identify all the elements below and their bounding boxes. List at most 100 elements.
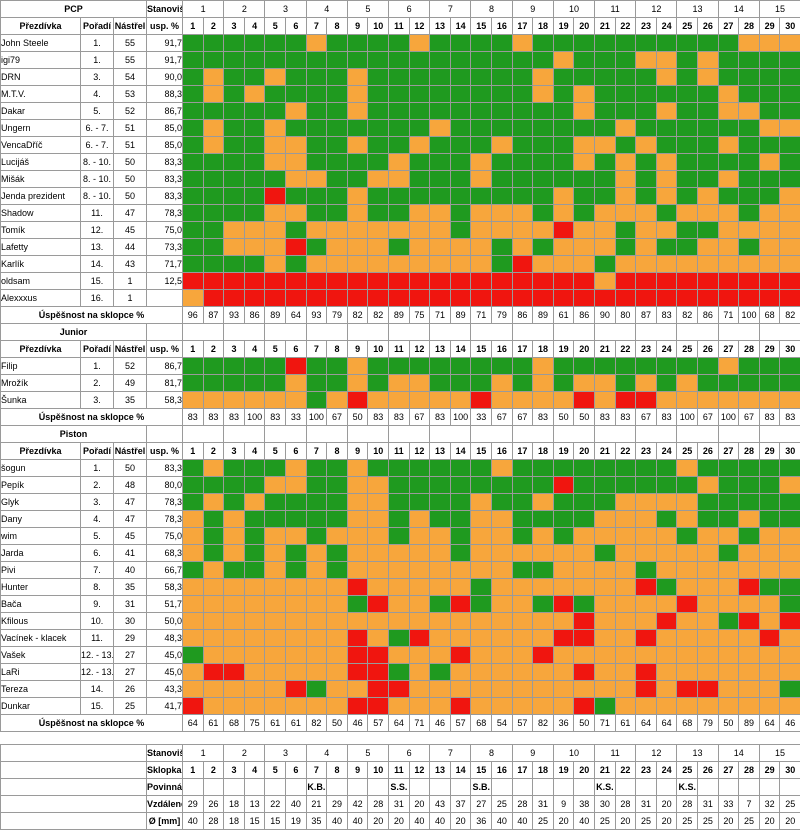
- target-cell: [533, 205, 554, 222]
- player-shots: 27: [114, 664, 147, 681]
- target-cell: [739, 647, 760, 664]
- success-value: 100: [244, 409, 265, 426]
- target-cell: [512, 528, 533, 545]
- target-cell: [759, 613, 780, 630]
- target-cell: [368, 35, 389, 52]
- target-cell: [265, 613, 286, 630]
- target-cell: [636, 137, 657, 154]
- footer-povinna-value: [512, 779, 533, 796]
- sklopka-number: 10: [368, 443, 389, 460]
- target-cell: [615, 171, 636, 188]
- target-cell: [409, 69, 430, 86]
- target-cell: [224, 392, 245, 409]
- empty-cell: [636, 324, 677, 341]
- target-cell: [430, 545, 451, 562]
- empty-cell: [677, 426, 718, 443]
- success-value: 68: [677, 715, 698, 732]
- target-cell: [265, 562, 286, 579]
- player-name: Lucijáš: [1, 154, 81, 171]
- player-shots: 55: [114, 52, 147, 69]
- target-cell: [450, 256, 471, 273]
- target-cell: [698, 69, 719, 86]
- target-cell: [368, 698, 389, 715]
- target-cell: [306, 494, 327, 511]
- target-cell: [306, 273, 327, 290]
- target-cell: [450, 477, 471, 494]
- sklopka-number: 6: [286, 18, 307, 35]
- target-cell: [368, 460, 389, 477]
- target-cell: [574, 477, 595, 494]
- target-cell: [409, 494, 430, 511]
- success-value: 93: [224, 307, 245, 324]
- player-pct: 45,0: [147, 647, 183, 664]
- target-cell: [677, 613, 698, 630]
- target-cell: [224, 358, 245, 375]
- target-cell: [533, 188, 554, 205]
- target-cell: [780, 528, 800, 545]
- footer-stanoviste-number: 11: [595, 745, 636, 762]
- target-cell: [553, 239, 574, 256]
- target-cell: [183, 154, 204, 171]
- player-name: Vašek: [1, 647, 81, 664]
- target-cell: [595, 52, 616, 69]
- target-cell: [780, 613, 800, 630]
- success-value: 86: [244, 307, 265, 324]
- player-name: Pivi: [1, 562, 81, 579]
- target-cell: [430, 460, 451, 477]
- target-cell: [739, 256, 760, 273]
- empty-cell: [1, 813, 147, 830]
- target-cell: [636, 35, 657, 52]
- player-rank: 9.: [81, 596, 114, 613]
- target-cell: [347, 273, 368, 290]
- target-cell: [698, 205, 719, 222]
- target-cell: [430, 35, 451, 52]
- footer-stanoviste-number: 4: [306, 745, 347, 762]
- target-cell: [533, 52, 554, 69]
- target-cell: [203, 562, 224, 579]
- target-cell: [759, 222, 780, 239]
- target-cell: [450, 205, 471, 222]
- target-cell: [203, 358, 224, 375]
- target-cell: [615, 358, 636, 375]
- sklopka-number: 11: [389, 443, 410, 460]
- target-cell: [347, 290, 368, 307]
- target-cell: [636, 154, 657, 171]
- target-cell: [368, 154, 389, 171]
- target-cell: [368, 120, 389, 137]
- target-cell: [450, 103, 471, 120]
- target-cell: [327, 205, 348, 222]
- target-cell: [615, 120, 636, 137]
- target-cell: [595, 511, 616, 528]
- target-cell: [615, 137, 636, 154]
- header-prezdivka: Přezdívka: [1, 18, 81, 35]
- target-cell: [471, 154, 492, 171]
- target-cell: [265, 273, 286, 290]
- target-cell: [286, 494, 307, 511]
- target-cell: [389, 239, 410, 256]
- target-cell: [595, 579, 616, 596]
- footer-sklopka-row: Sklopka č.123456789101112131415161718192…: [1, 762, 800, 779]
- target-cell: [574, 358, 595, 375]
- target-cell: [492, 137, 513, 154]
- target-cell: [306, 375, 327, 392]
- target-cell: [553, 35, 574, 52]
- player-rank: 14.: [81, 256, 114, 273]
- target-cell: [244, 205, 265, 222]
- target-cell: [512, 35, 533, 52]
- footer-povinna-value: S.B.: [471, 779, 492, 796]
- target-cell: [450, 290, 471, 307]
- footer-vzdalenost-value: 28: [677, 796, 698, 813]
- target-cell: [595, 120, 616, 137]
- target-cell: [306, 613, 327, 630]
- target-cell: [389, 86, 410, 103]
- footer-sklopka-number: 24: [656, 762, 677, 779]
- success-label: Úspěšnost na sklopce %: [1, 409, 183, 426]
- success-value: 83: [780, 409, 800, 426]
- target-cell: [759, 596, 780, 613]
- footer-sklopka-number: 25: [677, 762, 698, 779]
- player-rank: 11.: [81, 630, 114, 647]
